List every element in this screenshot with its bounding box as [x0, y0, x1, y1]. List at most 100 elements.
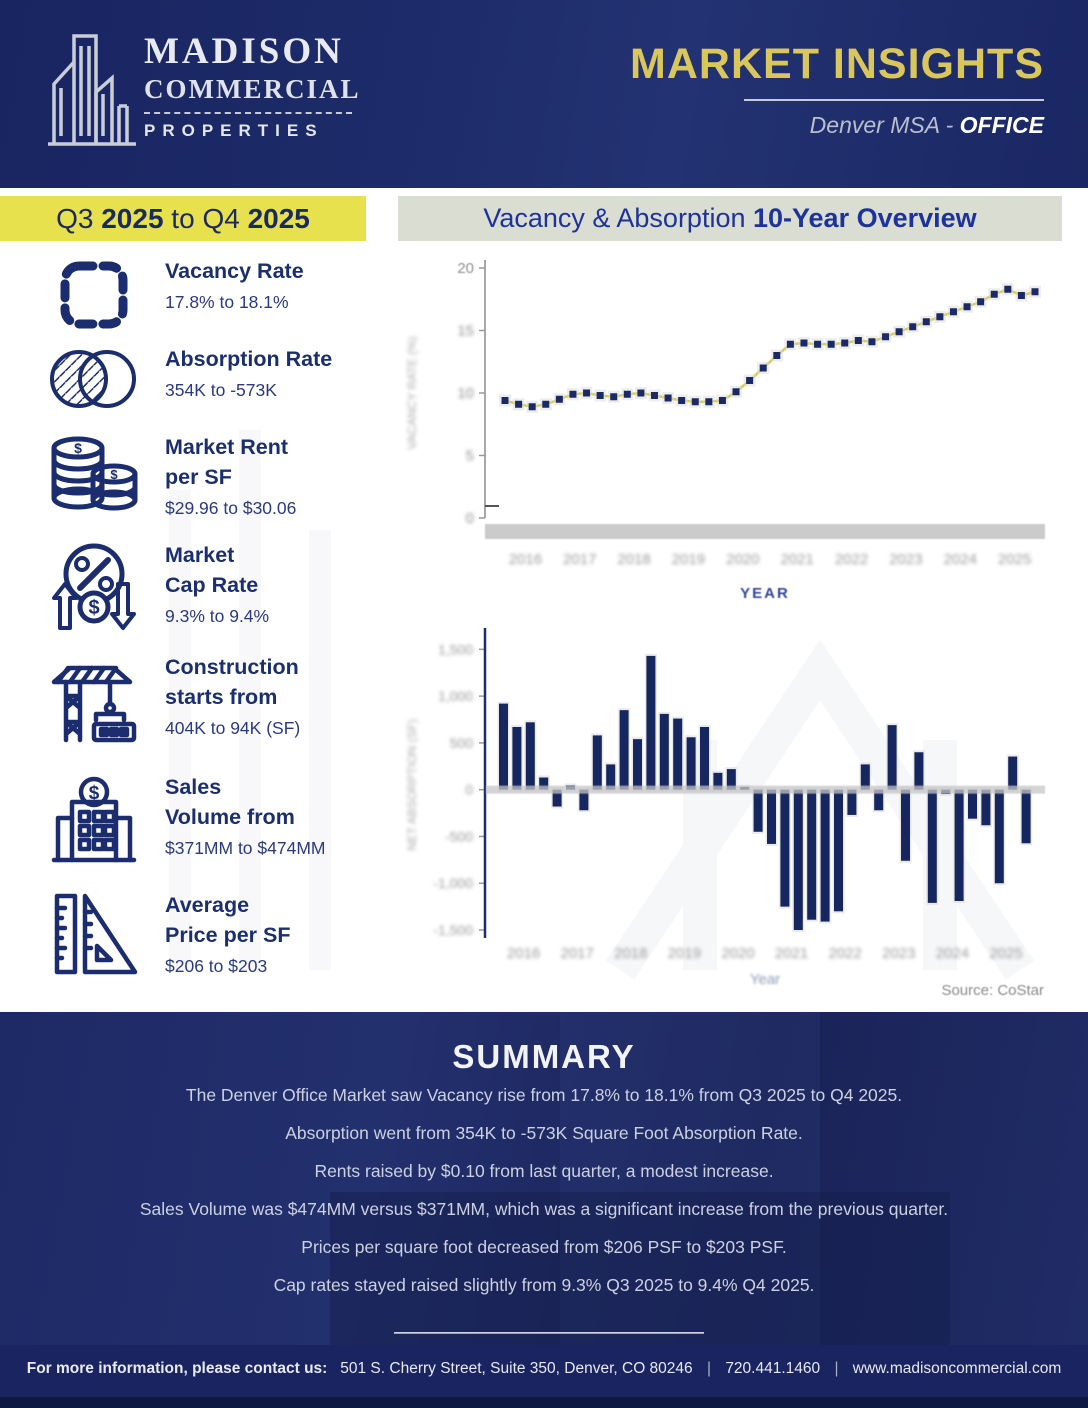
stat-row-vacancy: Vacancy Rate 17.8% to 18.1% [42, 256, 392, 334]
svg-text:2018: 2018 [617, 551, 650, 568]
logo-line3: PROPERTIES [144, 121, 324, 140]
price-per-sf-icon [54, 893, 137, 975]
stat-value: $29.96 to $30.06 [165, 498, 297, 518]
summary-line-price: Prices per square foot decreased from $2… [301, 1237, 787, 1257]
svg-text:2022: 2022 [835, 551, 868, 568]
cap-rate-icon: $ [51, 543, 136, 630]
stat-row-cap-rate: $ Market Cap Rate 9.3% to 9.4% [42, 540, 392, 632]
logo-name: MADISON [144, 31, 344, 72]
svg-text:2017: 2017 [561, 945, 594, 962]
svg-text:1,000: 1,000 [438, 688, 473, 704]
contact-website: www.madisoncommercial.com [852, 1360, 1062, 1377]
summary-background-panel [560, 1012, 820, 1345]
svg-text:5: 5 [466, 448, 474, 465]
svg-text:Year: Year [750, 971, 780, 988]
logo-text: MADISON COMMERCIAL PROPERTIES [144, 30, 361, 141]
market-label: OFFICE [959, 112, 1044, 138]
svg-text:$: $ [88, 783, 99, 804]
summary-background-panel-2 [330, 1192, 950, 1345]
stat-value: 354K to -573K [165, 380, 277, 400]
svg-text:VACANCY RATE (%): VACANCY RATE (%) [405, 336, 419, 449]
stat-value: $206 to $203 [165, 956, 268, 976]
svg-text:1,500: 1,500 [438, 641, 473, 657]
title-underline [744, 99, 1044, 101]
svg-text:2025: 2025 [989, 945, 1022, 962]
svg-text:500: 500 [450, 735, 474, 751]
section-title-bold: 10-Year Overview [753, 203, 977, 233]
footer-divider [394, 1332, 704, 1334]
svg-text:2018: 2018 [614, 945, 647, 962]
stat-row-market-rent: $ $ Market Rent per SF $29.96 to $30.06 [42, 432, 392, 519]
stat-value: 9.3% to 9.4% [165, 606, 270, 626]
report-title: MARKET INSIGHTS [630, 40, 1044, 88]
svg-text:YEAR: YEAR [740, 585, 790, 602]
svg-text:2025: 2025 [998, 551, 1031, 568]
section-title-normal: Vacancy & Absorption [483, 203, 753, 233]
vacancy-rate-line-chart: 0 5 10 15 20 2016 2017 2018 2019 2020 2021 2022 2023… [405, 260, 1045, 602]
svg-text:-1,500: -1,500 [433, 922, 473, 938]
stat-label: Average [165, 893, 250, 917]
summary-line-vacancy: The Denver Office Market saw Vacancy ris… [185, 1085, 903, 1105]
svg-text:2019: 2019 [672, 551, 705, 568]
period-year-from: 2025 [101, 202, 164, 234]
svg-text:$: $ [110, 467, 118, 482]
market-rent-icon: $ $ [51, 436, 137, 511]
svg-text:2017: 2017 [563, 551, 596, 568]
svg-text:2022: 2022 [829, 945, 862, 962]
report-subtitle: Denver MSA - OFFICE [809, 112, 1044, 138]
stat-row-sales-volume: $ Sales Volume from $371MM to $474MM [42, 772, 392, 864]
svg-text:2016: 2016 [509, 551, 542, 568]
period-q-from: Q3 [56, 202, 94, 234]
summary-line-cap-rate: Cap rates stayed raised slightly from 9.… [273, 1275, 815, 1295]
svg-text:2016: 2016 [507, 945, 540, 962]
svg-text:2023: 2023 [889, 551, 922, 568]
stat-label: Vacancy Rate [165, 259, 304, 283]
stat-label: Market Rent [165, 435, 289, 459]
svg-text:20: 20 [457, 260, 474, 277]
svg-text:2024: 2024 [936, 945, 969, 962]
stat-row-absorption: Absorption Rate 354K to -573K [42, 344, 392, 414]
svg-text:-1,000: -1,000 [433, 875, 473, 891]
svg-text:2020: 2020 [721, 945, 754, 962]
stat-label: Absorption Rate [165, 347, 333, 371]
stat-value: 404K to 94K (SF) [165, 718, 301, 738]
summary-line-rents: Rents raised by $0.10 from last quarter,… [314, 1161, 774, 1181]
section-title-band: Vacancy & Absorption 10-Year Overview [398, 196, 1062, 241]
contact-address: 501 S. Cherry Street, Suite 350, Denver,… [340, 1360, 693, 1377]
period-year-to: 2025 [247, 202, 310, 234]
footer: For more information, please contact us:… [0, 1345, 1088, 1408]
absorption-rate-icon [49, 350, 136, 408]
summary-section: SUMMARY The Denver Office Market saw Vac… [0, 1012, 1088, 1345]
absorption-bar-chart: 1,500 1,000 500 0 -500 -1,000 -1,500 2016 2017 20… [405, 628, 1045, 988]
svg-text:2020: 2020 [726, 551, 759, 568]
svg-text:2021: 2021 [775, 945, 808, 962]
stat-label: Construction [165, 655, 299, 679]
contact-phone: 720.441.1460 [725, 1360, 821, 1377]
contact-line: For more information, please contact us:… [26, 1360, 1062, 1377]
bottom-strip [0, 1397, 1088, 1408]
region-label: Denver MSA [809, 112, 940, 138]
source-note: Source: CoStar [941, 982, 1044, 999]
svg-text:$: $ [74, 440, 82, 456]
summary-line-sales: Sales Volume was $474MM versus $371MM, w… [139, 1199, 949, 1219]
construction-icon [51, 665, 136, 743]
contact-lead: For more information, please contact us: [26, 1360, 328, 1377]
svg-text:15: 15 [457, 323, 474, 340]
svg-text:0: 0 [465, 782, 473, 798]
svg-text:2023: 2023 [882, 945, 915, 962]
summary-line-absorption: Absorption went from 354K to -573K Squar… [285, 1123, 803, 1143]
svg-text:2019: 2019 [668, 945, 701, 962]
building-logo-icon [48, 34, 136, 146]
stat-row-construction: Construction starts from 404K to 94K (SF… [42, 652, 392, 744]
stat-label: Market [165, 543, 235, 567]
svg-text:2021: 2021 [780, 551, 813, 568]
logo-divider [144, 112, 352, 114]
stat-row-price-per-sf: Average Price per SF $206 to $203 [42, 890, 392, 978]
header: MADISON COMMERCIAL PROPERTIES MARKET INS… [0, 0, 1088, 188]
logo-line2: COMMERCIAL [144, 74, 361, 104]
svg-text:$: $ [88, 597, 99, 619]
svg-text:0: 0 [466, 510, 474, 527]
sales-volume-icon: $ [51, 776, 136, 863]
period-q-to: Q4 [202, 202, 240, 234]
